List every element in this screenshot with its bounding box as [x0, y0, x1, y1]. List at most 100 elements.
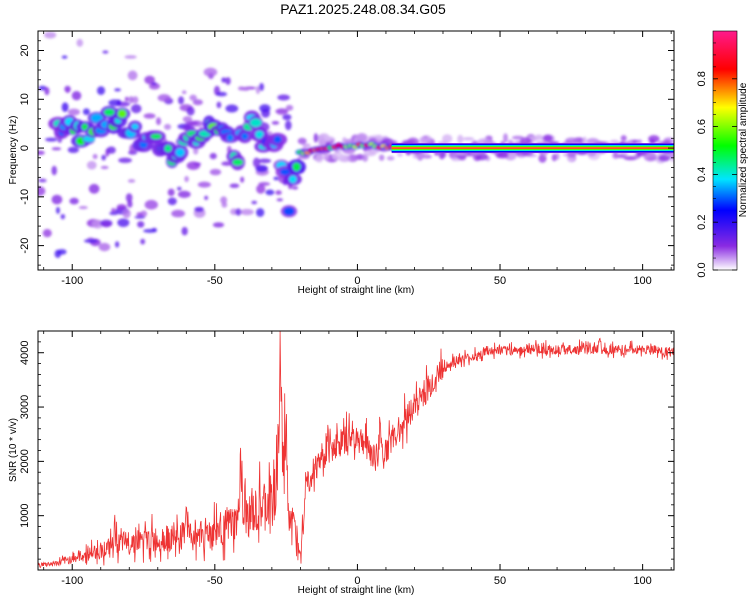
noise-blob [212, 222, 225, 228]
noise-blob [171, 209, 186, 218]
x-tick-label: -100 [61, 275, 83, 287]
noise-blob [122, 208, 131, 219]
noise-blob [225, 77, 231, 85]
noise-blob [396, 152, 403, 157]
ridge-core [226, 134, 234, 142]
noise-blob [462, 137, 475, 141]
noise-blob [176, 186, 182, 191]
noise-blob [240, 208, 254, 216]
noise-blob [209, 152, 217, 160]
noise-blob [184, 175, 189, 183]
noise-blob [109, 211, 119, 216]
noise-blob [612, 152, 620, 159]
noise-blob [76, 38, 84, 47]
noise-blob [324, 136, 335, 142]
noise-blob [323, 153, 330, 161]
x-tick-label: -50 [207, 575, 223, 587]
noise-blob [386, 156, 395, 161]
x-tick-label: 50 [494, 275, 506, 287]
noise-blob [65, 88, 70, 94]
noise-blob [100, 165, 109, 170]
noise-blob [88, 183, 100, 194]
ridge-core [150, 133, 162, 140]
noise-blob [38, 186, 46, 197]
noise-blob [331, 152, 344, 161]
ridge-core [288, 175, 297, 183]
noise-blob [127, 200, 133, 208]
noise-blob [623, 155, 638, 161]
noise-blob [355, 133, 368, 142]
colorbar-gradient [713, 31, 737, 270]
noise-blob [127, 179, 136, 183]
snr-background [38, 331, 674, 570]
y-tick-label: 10 [19, 93, 31, 105]
noise-blob [276, 198, 283, 202]
ridge-core [131, 123, 139, 130]
noise-blob [251, 200, 258, 205]
noise-blob [96, 86, 106, 95]
noise-blob [38, 150, 45, 156]
colorbar-label: Normalized spectral amplitude [738, 82, 749, 217]
noise-blob [118, 157, 132, 164]
noise-blob [108, 99, 122, 107]
noise-blob [235, 208, 242, 216]
noise-blob [496, 154, 509, 159]
noise-blob [125, 193, 133, 203]
noise-blob [155, 117, 162, 126]
noise-blob [144, 75, 155, 85]
noise-blob [225, 104, 239, 113]
noise-blob [186, 161, 201, 170]
colorbar-tick-label: 0.4 [696, 167, 708, 182]
noise-blob [620, 135, 627, 142]
noise-blob [291, 186, 299, 190]
steady-band-layer [391, 147, 674, 149]
noise-blob [419, 136, 427, 143]
ridge-core [117, 109, 127, 118]
noise-blob [586, 138, 599, 145]
colorbar-tick-label: 0.0 [696, 262, 708, 277]
noise-blob [86, 160, 97, 170]
noise-blob [106, 146, 116, 154]
noise-blob [565, 137, 578, 145]
noise-blob [216, 101, 222, 109]
snr-marks [38, 331, 674, 569]
ridge-core [292, 162, 301, 172]
noise-blob [114, 88, 121, 92]
ridge-core [249, 118, 262, 128]
spectrogram-frame [37, 30, 675, 271]
noise-blob [132, 96, 139, 104]
noise-blob [144, 199, 158, 210]
noise-blob [61, 55, 68, 59]
noise-blob [258, 158, 272, 164]
x-tick-label: -50 [207, 275, 223, 287]
noise-blob [181, 226, 188, 236]
noise-blob [124, 55, 137, 59]
noise-blob [442, 134, 453, 144]
noise-blob [185, 121, 199, 125]
y-tick-label: 1000 [19, 503, 31, 527]
noise-blob [60, 213, 66, 220]
noise-blob [538, 154, 547, 163]
noise-blob [275, 190, 282, 195]
noise-blob [78, 206, 88, 210]
noise-blob [229, 183, 240, 189]
x-tick-label: -100 [61, 575, 83, 587]
noise-blob [186, 106, 195, 116]
noise-blob [375, 134, 383, 142]
noise-blob [148, 82, 161, 90]
noise-blob [51, 165, 57, 176]
noise-blob [197, 181, 211, 188]
noise-blob [102, 50, 109, 54]
ridge-core [241, 132, 249, 140]
snr-line [38, 331, 674, 569]
chart-title: PAZ1.2025.248.08.34.G05 [280, 1, 446, 17]
noise-blob [313, 133, 319, 143]
noise-blob [221, 77, 227, 83]
noise-blob [271, 120, 280, 125]
noise-blob [256, 184, 266, 194]
noise-blob [69, 197, 79, 205]
noise-blob [259, 104, 271, 113]
noise-blob [378, 154, 385, 161]
x-tick-label: 0 [354, 575, 360, 587]
